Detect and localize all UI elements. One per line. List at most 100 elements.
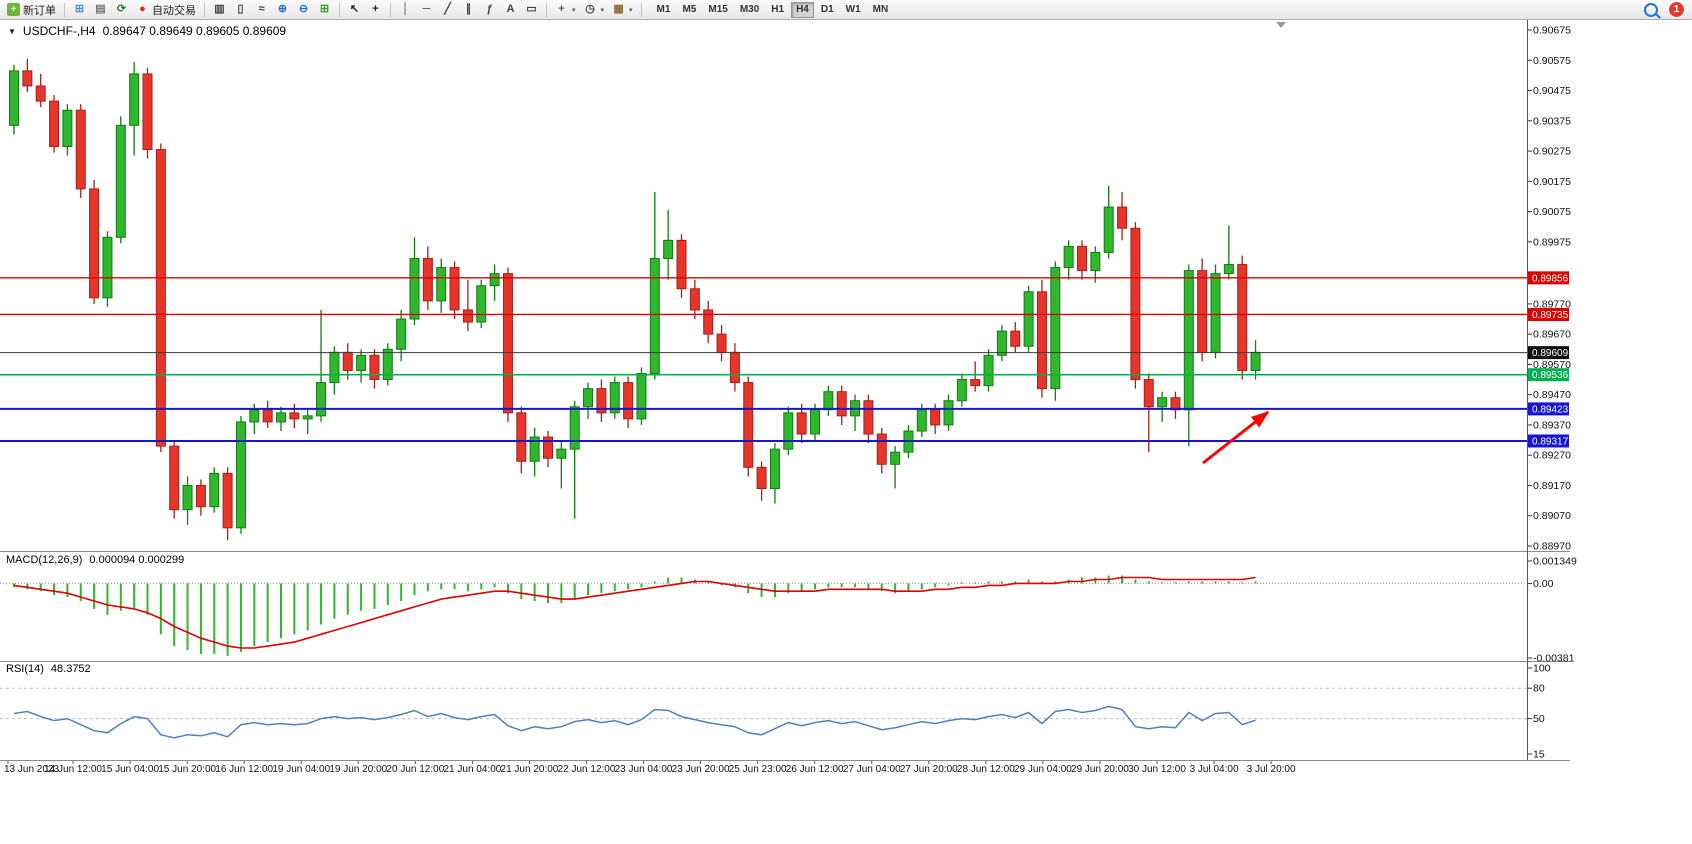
- indicators-button[interactable]: + ▾: [552, 1, 579, 19]
- svg-text:3 Jul 04:00: 3 Jul 04:00: [1190, 764, 1239, 775]
- line-chart-type-button[interactable]: ≈: [252, 1, 271, 19]
- toolbar-separator: [640, 2, 642, 17]
- svg-text:-0.00381: -0.00381: [1533, 653, 1575, 665]
- horizontal-lines: [0, 277, 1527, 442]
- zoom-out-icon: ⊖: [298, 3, 309, 15]
- rsi-label: RSI(14): [6, 663, 44, 675]
- candle-chart-type-button[interactable]: ▯: [231, 1, 250, 19]
- profile-button[interactable]: ▤: [91, 1, 110, 19]
- horizontal-line-button[interactable]: ─: [417, 1, 436, 19]
- svg-text:100: 100: [1533, 663, 1551, 675]
- svg-text:0.90275: 0.90275: [1533, 146, 1571, 158]
- price-badges: 0.89856 0.89735 0.89609 0.89536 0.89423 0.893…: [1528, 271, 1569, 448]
- notification-badge[interactable]: 1: [1668, 1, 1685, 18]
- new-order-button[interactable]: + 新订单: [4, 1, 59, 19]
- autotrade-icon: ●: [139, 3, 146, 15]
- chart-ohlc: 0.89647 0.89649 0.89605 0.89609: [102, 24, 287, 38]
- label-button[interactable]: ▭: [522, 1, 541, 19]
- svg-text:29 Jun 20:00: 29 Jun 20:00: [1071, 764, 1129, 775]
- cursor-button[interactable]: ↖: [345, 1, 364, 19]
- svg-text:0.89770: 0.89770: [1533, 298, 1571, 310]
- vertical-line-icon: │: [402, 3, 409, 15]
- zoom-out-button[interactable]: ⊖: [294, 1, 313, 19]
- channel-icon: ∥: [465, 3, 472, 15]
- trendline-icon: ╱: [444, 3, 451, 15]
- candles: [9, 58, 1261, 540]
- crosshair-icon: +: [372, 3, 379, 15]
- macd-values: 0.000094 0.000299: [89, 554, 185, 566]
- bar-chart-icon: ▥: [214, 3, 225, 15]
- candlestick-icon: ▯: [237, 3, 244, 15]
- svg-text:0.90375: 0.90375: [1533, 115, 1571, 127]
- svg-text:0.89317: 0.89317: [1532, 436, 1569, 447]
- svg-text:3 Jul 20:00: 3 Jul 20:00: [1247, 764, 1296, 775]
- toolbar: + 新订单 ⊞ ▤ ⟳ ● 自动交易 ▥ ▯ ≈ ⊕ ⊖ ⊞ ↖ + │ ─ ╱…: [0, 0, 1692, 20]
- channel-button[interactable]: ∥: [459, 1, 478, 19]
- one-click-trading-toggle[interactable]: ▼: [8, 26, 16, 36]
- timeframe-button-mn[interactable]: MN: [872, 3, 889, 15]
- crosshair-button[interactable]: +: [366, 1, 385, 19]
- svg-text:0.001349: 0.001349: [1533, 556, 1577, 568]
- timeframe-button-m30[interactable]: M30: [739, 3, 760, 15]
- horizontal-line-icon: ─: [422, 3, 431, 15]
- autotrade-button[interactable]: ● 自动交易: [133, 1, 199, 19]
- templates-button[interactable]: ▦ ▾: [609, 1, 636, 19]
- rsi-panel: 100 80 50 15: [0, 663, 1551, 761]
- refresh-button[interactable]: ⟳: [112, 1, 131, 19]
- timeframe-button-d1[interactable]: D1: [820, 3, 834, 15]
- timeframe-button-w1[interactable]: W1: [845, 3, 861, 15]
- svg-text:0.89070: 0.89070: [1533, 510, 1571, 522]
- svg-text:0.89423: 0.89423: [1532, 404, 1569, 415]
- svg-text:23 Jun 20:00: 23 Jun 20:00: [672, 764, 730, 775]
- toolbar-separator: [546, 2, 547, 17]
- svg-text:0.89470: 0.89470: [1533, 389, 1571, 401]
- text-button[interactable]: A: [501, 1, 520, 19]
- timeframe-button-m5[interactable]: M5: [682, 3, 697, 15]
- toolbar-separator: [64, 2, 65, 17]
- search-icon[interactable]: [1644, 2, 1658, 17]
- svg-text:50: 50: [1533, 713, 1545, 725]
- fibonacci-button[interactable]: ƒ: [480, 1, 499, 19]
- macd-label-row: MACD(12,26,9) 0.000094 0.000299: [6, 554, 191, 566]
- svg-text:23 Jun 04:00: 23 Jun 04:00: [615, 764, 673, 775]
- svg-text:0.89570: 0.89570: [1533, 359, 1571, 371]
- svg-text:28 Jun 12:00: 28 Jun 12:00: [957, 764, 1015, 775]
- template-icon: ▦: [613, 3, 624, 15]
- refresh-icon: ⟳: [116, 3, 127, 15]
- svg-text:30 Jun 12:00: 30 Jun 12:00: [1128, 764, 1186, 775]
- zoom-in-button[interactable]: ⊕: [273, 1, 292, 19]
- rsi-value: 48.3752: [50, 663, 91, 675]
- toolbar-separator: [339, 2, 340, 17]
- periods-button[interactable]: ◷ ▾: [581, 1, 608, 19]
- vertical-line-button[interactable]: │: [396, 1, 415, 19]
- timeframe-button-m15[interactable]: M15: [708, 3, 728, 15]
- svg-text:20 Jun 12:00: 20 Jun 12:00: [386, 764, 444, 775]
- toolbar-separator: [390, 2, 391, 17]
- bar-chart-type-button[interactable]: ▥: [210, 1, 229, 19]
- svg-text:27 Jun 04:00: 27 Jun 04:00: [843, 764, 901, 775]
- svg-text:0.89975: 0.89975: [1533, 236, 1571, 248]
- timeframe-button-h1[interactable]: H1: [771, 3, 785, 15]
- zoom-in-icon: ⊕: [277, 3, 288, 15]
- svg-text:26 Jun 12:00: 26 Jun 12:00: [786, 764, 844, 775]
- svg-text:0.89735: 0.89735: [1532, 310, 1569, 321]
- clock-icon: ◷: [585, 3, 595, 15]
- svg-text:0.89370: 0.89370: [1533, 419, 1571, 431]
- svg-text:29 Jun 04:00: 29 Jun 04:00: [1014, 764, 1072, 775]
- timeframe-button-m1[interactable]: M1: [656, 3, 671, 15]
- price-axis[interactable]: 0.90675 0.90575 0.90475 0.90375 0.90275 0.901…: [1528, 25, 1571, 553]
- trendline-button[interactable]: ╱: [438, 1, 457, 19]
- svg-text:21 Jun 20:00: 21 Jun 20:00: [501, 764, 559, 775]
- tile-windows-button[interactable]: ⊞: [315, 1, 334, 19]
- add-indicator-icon: +: [558, 3, 565, 15]
- charts-window-button[interactable]: ⊞: [70, 1, 89, 19]
- svg-text:0.90175: 0.90175: [1533, 176, 1571, 188]
- timeframe-button-h4[interactable]: H4: [791, 1, 814, 18]
- svg-text:27 Jun 20:00: 27 Jun 20:00: [900, 764, 958, 775]
- svg-text:15: 15: [1533, 749, 1545, 761]
- chart-shift-marker[interactable]: [1276, 22, 1286, 28]
- svg-text:19 Jun 20:00: 19 Jun 20:00: [329, 764, 387, 775]
- tile-windows-icon: ⊞: [319, 3, 330, 15]
